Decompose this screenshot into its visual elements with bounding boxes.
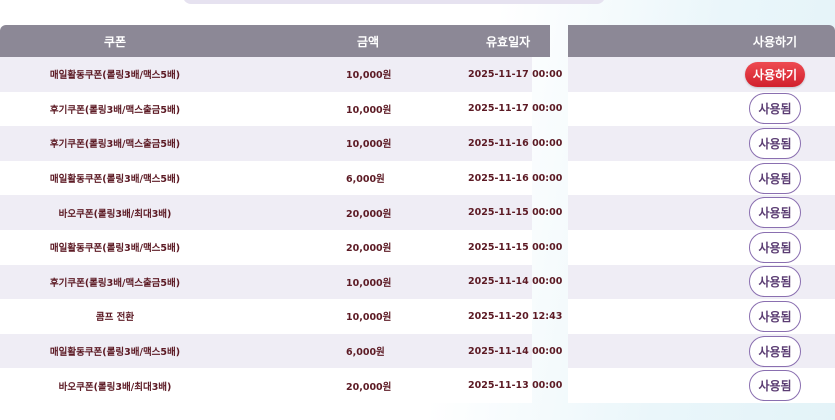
header-expiry: 유효일자	[486, 25, 550, 57]
header-action: 사용하기	[568, 25, 835, 57]
used-badge: 사용됨	[749, 162, 801, 194]
coupon-expiry: 2025-11-16 00:00	[468, 160, 562, 196]
coupon-action-cell: 사용됨	[568, 91, 835, 127]
used-badge: 사용됨	[749, 335, 801, 367]
coupon-name: 후기쿠폰(롤링3배/맥스출금5배)	[0, 91, 230, 127]
coupon-amount: 10,000원	[230, 126, 504, 161]
coupon-amount: 10,000원	[230, 91, 504, 127]
coupon-amount: 10,000원	[230, 299, 504, 334]
coupon-action-cell: 사용됨	[568, 264, 835, 300]
coupon-expiry: 2025-11-16 00:00	[468, 126, 562, 161]
coupon-name: 매일활동쿠폰(롤링3배/맥스5배)	[0, 57, 230, 92]
coupon-name: 바오쿠폰(롤링3배/최대3배)	[0, 368, 230, 403]
coupon-action-cell: 사용됨	[568, 333, 835, 369]
table-row: 바오쿠폰(롤링3배/최대3배) 20,000원 2025-11-13 00:00 사용…	[0, 368, 835, 403]
coupon-amount: 6,000원	[230, 333, 504, 369]
coupon-name: 바오쿠폰(롤링3배/최대3배)	[0, 195, 230, 230]
table-row: 후기쿠폰(롤링3배/맥스출금5배) 10,000원 2025-11-14 00:00…	[0, 264, 835, 300]
used-badge: 사용됨	[749, 93, 801, 125]
table-row: 콤프 전환 10,000원 2025-11-20 12:43 사용됨	[0, 299, 835, 334]
used-badge: 사용됨	[749, 266, 801, 298]
coupon-expiry: 2025-11-13 00:00	[468, 368, 562, 403]
coupon-name: 콤프 전환	[0, 299, 230, 334]
table-row: 후기쿠폰(롤링3배/맥스출금5배) 10,000원 2025-11-17 00:00…	[0, 91, 835, 127]
top-panel	[183, 0, 605, 4]
used-badge: 사용됨	[749, 197, 801, 229]
table-row: 매일활동쿠폰(롤링3배/맥스5배) 10,000원 2025-11-17 00:00…	[0, 57, 835, 92]
coupon-name: 후기쿠폰(롤링3배/맥스출금5배)	[0, 126, 230, 161]
table-row: 바오쿠폰(롤링3배/최대3배) 20,000원 2025-11-15 00:00 사용…	[0, 195, 835, 230]
used-badge: 사용됨	[749, 231, 801, 263]
coupon-table: 쿠폰 금액 유효일자 사용하기 매일활동쿠폰(롤링3배/맥스5배) 10,000원…	[0, 25, 835, 403]
coupon-action-cell: 사용됨	[568, 126, 835, 161]
coupon-expiry: 2025-11-17 00:00	[468, 57, 562, 92]
coupon-amount: 10,000원	[230, 57, 504, 92]
coupon-name: 매일활동쿠폰(롤링3배/맥스5배)	[0, 333, 230, 369]
header-coupon: 쿠폰	[0, 25, 230, 57]
coupon-amount: 20,000원	[230, 229, 504, 265]
used-badge: 사용됨	[749, 370, 801, 402]
coupon-expiry: 2025-11-15 00:00	[468, 229, 562, 265]
coupon-name: 후기쿠폰(롤링3배/맥스출금5배)	[0, 264, 230, 300]
table-row: 매일활동쿠폰(롤링3배/맥스5배) 6,000원 2025-11-14 00:00 사…	[0, 333, 835, 369]
table-row: 매일활동쿠폰(롤링3배/맥스5배) 20,000원 2025-11-15 00:00…	[0, 229, 835, 265]
coupon-amount: 20,000원	[230, 368, 504, 403]
table-header: 쿠폰 금액 유효일자 사용하기	[0, 25, 835, 57]
coupon-expiry: 2025-11-17 00:00	[468, 91, 562, 127]
coupon-expiry: 2025-11-14 00:00	[468, 333, 562, 369]
used-badge: 사용됨	[749, 300, 801, 332]
coupon-action-cell: 사용됨	[568, 368, 835, 403]
coupon-action-cell: 사용됨	[568, 195, 835, 230]
table-row: 매일활동쿠폰(롤링3배/맥스5배) 6,000원 2025-11-16 00:00 사…	[0, 160, 835, 196]
coupon-amount: 20,000원	[230, 195, 504, 230]
header-amount: 금액	[230, 25, 504, 57]
coupon-action-cell: 사용하기	[568, 57, 835, 92]
use-coupon-button[interactable]: 사용하기	[744, 61, 806, 87]
coupon-action-cell: 사용됨	[568, 229, 835, 265]
used-badge: 사용됨	[749, 127, 801, 159]
coupon-action-cell: 사용됨	[568, 299, 835, 334]
table-row: 후기쿠폰(롤링3배/맥스출금5배) 10,000원 2025-11-16 00:00…	[0, 126, 835, 161]
coupon-action-cell: 사용됨	[568, 160, 835, 196]
coupon-name: 매일활동쿠폰(롤링3배/맥스5배)	[0, 229, 230, 265]
coupon-amount: 6,000원	[230, 160, 504, 196]
coupon-expiry: 2025-11-15 00:00	[468, 195, 562, 230]
coupon-expiry: 2025-11-20 12:43	[468, 299, 562, 334]
coupon-name: 매일활동쿠폰(롤링3배/맥스5배)	[0, 160, 230, 196]
coupon-amount: 10,000원	[230, 264, 504, 300]
coupon-expiry: 2025-11-14 00:00	[468, 264, 562, 300]
